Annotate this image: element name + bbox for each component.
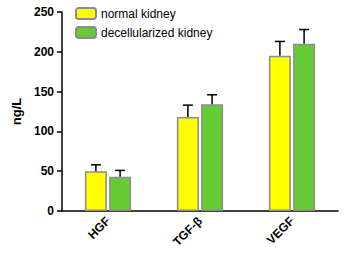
svg-text:ng/L: ng/L: [9, 98, 24, 125]
svg-text:250: 250: [34, 5, 54, 19]
svg-text:HGF: HGF: [85, 214, 113, 242]
svg-text:150: 150: [34, 85, 54, 99]
svg-text:decellularized kidney: decellularized kidney: [101, 26, 212, 40]
svg-text:100: 100: [34, 124, 54, 138]
svg-text:TGF-β: TGF-β: [170, 214, 205, 249]
svg-text:normal kidney: normal kidney: [101, 7, 176, 21]
svg-text:200: 200: [34, 45, 54, 59]
svg-text:50: 50: [41, 164, 55, 178]
svg-text:VEGF: VEGF: [264, 214, 297, 247]
svg-text:0: 0: [47, 204, 54, 218]
